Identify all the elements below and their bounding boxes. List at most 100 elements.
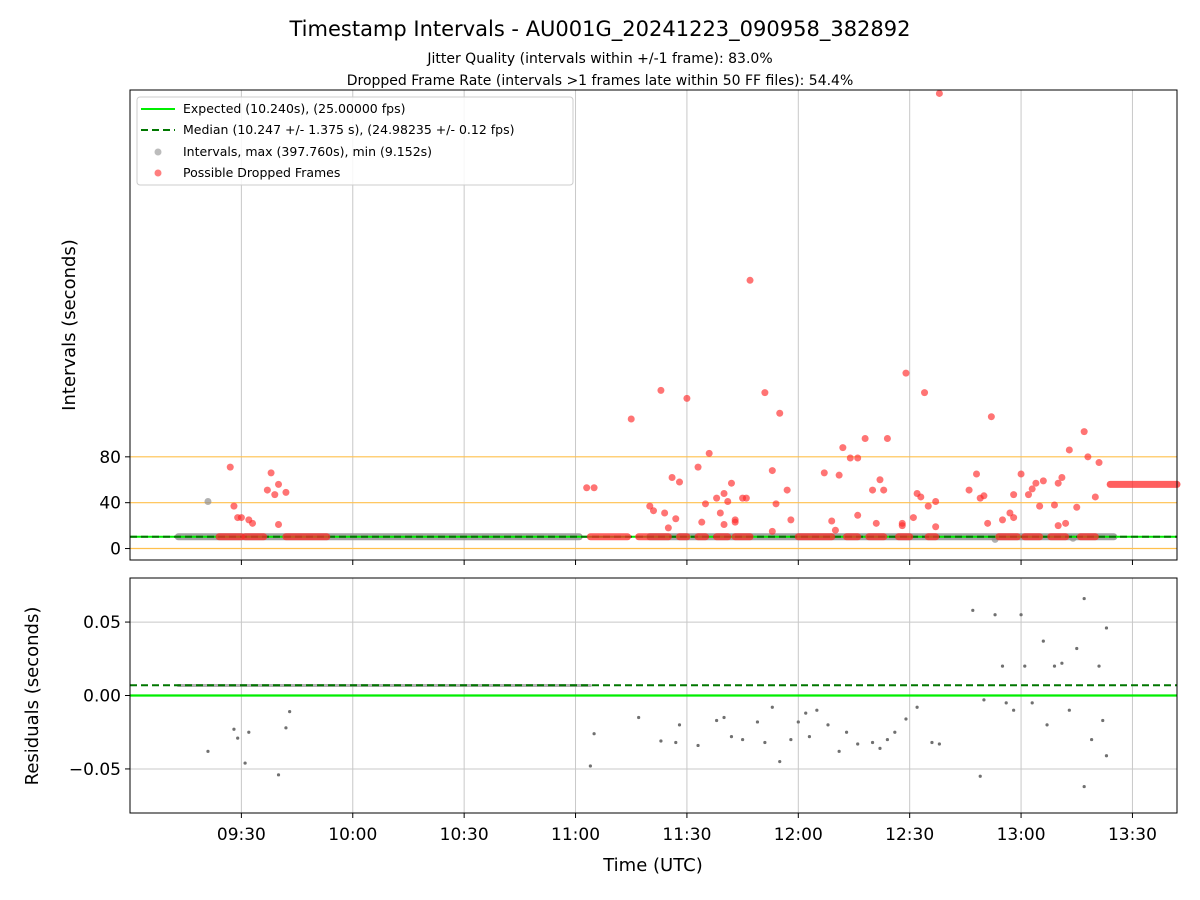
residual-point-53 (1060, 661, 1064, 665)
dropped-point-42 (772, 500, 780, 508)
legend-expected-label: Expected (10.240s), (25.00000 fps) (183, 101, 405, 116)
residual-point-26 (807, 735, 812, 739)
residual-point-60 (1101, 718, 1105, 723)
x-tick-label-7: 13:00 (997, 825, 1046, 845)
residual-point-56 (1082, 596, 1086, 601)
dropped-point-1 (230, 502, 238, 510)
residual-point-3 (243, 761, 247, 765)
dropped-point-45 (787, 516, 795, 524)
dropped-point-65 (917, 493, 925, 501)
residual-point-49 (1030, 701, 1034, 705)
residual-point-38 (930, 740, 934, 745)
residual-point-46 (1012, 708, 1016, 712)
dropped-point-87 (1050, 501, 1058, 509)
dropped-point-20 (668, 473, 676, 481)
dropped-point-74 (980, 492, 988, 500)
residual-point-51 (1045, 723, 1049, 727)
dropped-point-11 (282, 488, 290, 496)
x-tick-label-5: 12:00 (774, 825, 823, 845)
dropped-point-3 (237, 514, 245, 522)
residual-point-42 (982, 698, 986, 702)
residual-point-47 (1019, 613, 1023, 617)
legend: Expected (10.240s), (25.00000 fps) Media… (136, 96, 574, 186)
intervals-threshold-lines (130, 456, 1177, 550)
dropped-point-81 (1017, 470, 1025, 478)
residual-point-59 (1097, 664, 1101, 668)
dropped-point-13 (590, 484, 598, 492)
dropped-point-95 (1084, 453, 1092, 461)
dropped-point-61 (898, 522, 906, 530)
residual-point-22 (778, 759, 782, 764)
chart-subtitle-jitter: Jitter Quality (intervals within +/-1 fr… (426, 51, 772, 67)
dropped-point-84 (1032, 479, 1040, 487)
legend-median-label: Median (10.247 +/- 1.375 s), (24.98235 +… (183, 122, 514, 137)
intervals-axes: 0 40 80 (99, 448, 1133, 565)
dropped-point-27 (705, 449, 713, 457)
dropped-point-47 (828, 517, 836, 525)
intervals-panel: 0 40 80 Intervals (seconds) Expected (10.2… (59, 89, 1181, 565)
intervals-y-tick-label-0: 0 (110, 540, 121, 560)
dropped-point-7 (267, 469, 275, 477)
residual-point-33 (878, 746, 882, 750)
residual-point-2 (236, 736, 240, 740)
residual-point-0 (206, 749, 210, 753)
residual-point-10 (637, 715, 641, 720)
residual-point-48 (1023, 664, 1027, 668)
dropped-point-59 (883, 434, 891, 442)
x-tick-label-6: 12:30 (885, 825, 934, 845)
dropped-point-24 (694, 463, 702, 471)
dropped-point-16 (650, 507, 657, 515)
dropped-point-80 (1010, 514, 1018, 522)
residual-point-44 (1000, 664, 1005, 668)
residuals-y-tick-label-1: 0.00 (83, 687, 121, 707)
dropped-point-77 (999, 516, 1006, 524)
dropped-point-10 (275, 520, 283, 528)
dropped-point-50 (839, 444, 847, 452)
residuals-y-tick-label-2: 0.05 (83, 613, 121, 633)
dropped-point-75 (984, 519, 992, 527)
dropped-point-44 (783, 486, 791, 494)
dropped-point-62 (902, 369, 910, 377)
residual-point-12 (674, 740, 678, 745)
dropped-point-96 (1091, 493, 1099, 501)
residual-point-35 (893, 730, 897, 734)
residuals-axes: −0.05 0.00 0.05 09:30 10:00 10:30 11:00 11:30 12… (69, 613, 1157, 845)
residual-point-8 (588, 764, 592, 768)
dropped-point-88 (1054, 522, 1062, 530)
legend-intervals-swatch (154, 148, 162, 156)
intervals-y-tick-label-2: 80 (99, 448, 121, 468)
residual-point-13 (677, 723, 682, 727)
residual-point-43 (993, 613, 997, 617)
residual-point-52 (1052, 664, 1057, 668)
dropped-point-46 (820, 469, 828, 477)
residual-point-20 (763, 740, 767, 745)
dropped-point-53 (854, 511, 862, 519)
dropped-point-91 (1062, 519, 1070, 527)
residuals-y-tick-label-0: −0.05 (69, 760, 121, 780)
dropped-point-14 (627, 415, 635, 423)
dropped-point-86 (1039, 477, 1047, 485)
dropped-point-89 (1054, 479, 1062, 487)
dropped-point-35 (731, 516, 739, 524)
residual-point-39 (937, 742, 941, 746)
residual-point-24 (796, 720, 800, 724)
residual-point-57 (1082, 784, 1086, 789)
dropped-point-93 (1073, 503, 1081, 511)
legend-dropped-label: Possible Dropped Frames (183, 165, 340, 180)
residual-point-18 (741, 737, 745, 742)
residual-point-36 (904, 717, 908, 721)
residual-point-16 (722, 715, 726, 720)
intervals-y-axis-label: Intervals (seconds) (59, 239, 80, 411)
interval-point-2 (1069, 534, 1077, 542)
residual-point-4 (247, 730, 251, 734)
interval-point-0 (204, 498, 212, 506)
dropped-point-52 (854, 454, 862, 462)
residual-point-6 (284, 726, 288, 730)
dropped-point-8 (271, 491, 279, 499)
legend-dropped-swatch (154, 169, 162, 177)
dropped-point-28 (713, 494, 721, 502)
dropped-point-22 (675, 478, 683, 486)
dropped-point-25 (698, 518, 706, 526)
residual-point-23 (789, 737, 793, 742)
